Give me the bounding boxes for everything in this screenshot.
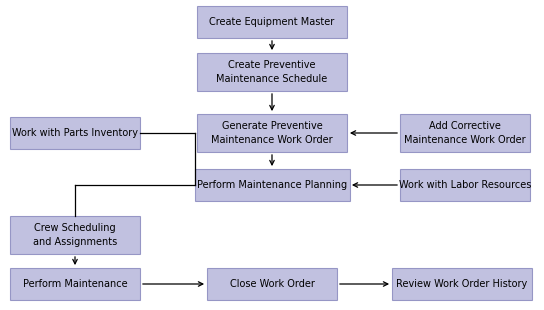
FancyBboxPatch shape [400,169,530,201]
Text: Perform Maintenance Planning: Perform Maintenance Planning [197,180,347,190]
Text: Crew Scheduling
and Assignments: Crew Scheduling and Assignments [33,224,117,246]
Text: Review Work Order History: Review Work Order History [397,279,528,289]
FancyBboxPatch shape [207,268,337,300]
Text: Work with Parts Inventory: Work with Parts Inventory [12,128,138,138]
FancyBboxPatch shape [10,268,140,300]
Text: Create Equipment Master: Create Equipment Master [209,17,335,27]
FancyBboxPatch shape [400,114,530,152]
Text: Work with Labor Resources: Work with Labor Resources [399,180,531,190]
Text: Perform Maintenance: Perform Maintenance [23,279,127,289]
FancyBboxPatch shape [10,216,140,254]
FancyBboxPatch shape [197,114,347,152]
Text: Close Work Order: Close Work Order [230,279,314,289]
FancyBboxPatch shape [195,169,349,201]
FancyBboxPatch shape [10,117,140,149]
Text: Generate Preventive
Maintenance Work Order: Generate Preventive Maintenance Work Ord… [211,122,333,144]
FancyBboxPatch shape [197,53,347,91]
Text: Add Corrective
Maintenance Work Order: Add Corrective Maintenance Work Order [404,122,526,144]
FancyBboxPatch shape [197,6,347,38]
FancyBboxPatch shape [392,268,532,300]
Text: Create Preventive
Maintenance Schedule: Create Preventive Maintenance Schedule [217,60,327,84]
